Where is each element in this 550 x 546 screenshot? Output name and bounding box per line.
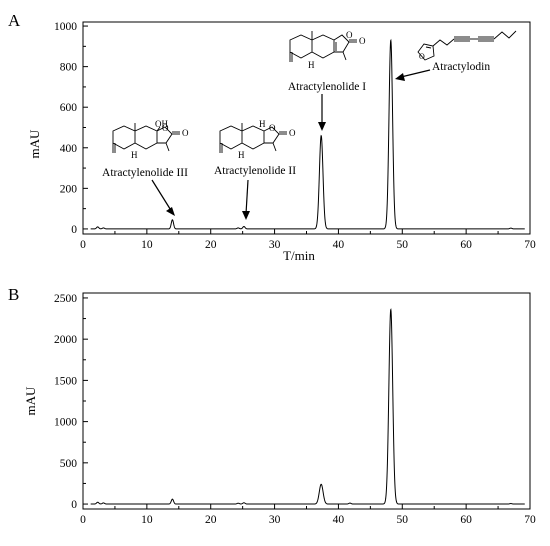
struct-ii-h-top: H — [259, 119, 266, 129]
y-tick-label-b: 500 — [60, 458, 78, 470]
label-atractylodin: Atractylodin — [432, 61, 490, 73]
struct-ii-o-carbonyl: O — [289, 128, 296, 138]
x-tick-label-a: 20 — [205, 239, 217, 251]
y-tick-label-b: 1500 — [54, 375, 77, 387]
y-tick-label-a: 200 — [60, 183, 78, 195]
y-tick-label-a: 600 — [60, 102, 78, 114]
trace-a — [90, 38, 525, 230]
arrow-atractylenolide-ii — [242, 179, 250, 220]
structure-atractylenolide-ii: H O O H — [219, 119, 296, 160]
x-tick-label-a: 70 — [524, 239, 536, 251]
structure-atractylenolide-iii: OH O O H — [112, 119, 189, 160]
y-tick-label-b: 2000 — [54, 334, 77, 346]
x-axis-title-a: T/min — [283, 248, 315, 263]
chart-panel-a: A mAU T/min 0 10 20 30 40 50 60 70 0 200 400 600 800… — [8, 11, 536, 263]
struct-ii-o: O — [269, 123, 276, 133]
label-atractylenolide-i: Atractylenolide I — [288, 81, 366, 93]
panel-label-a: A — [8, 11, 21, 30]
label-atractylenolide-ii: Atractylenolide II — [214, 165, 296, 177]
arrow-atractylenolide-i — [318, 94, 326, 131]
panel-label-b: B — [8, 285, 19, 304]
y-axis-title-b: mAU — [23, 386, 38, 416]
arrow-atractylenolide-iii — [151, 179, 175, 216]
y-tick-label-a: 0 — [71, 224, 77, 236]
struct-iii-h: H — [131, 150, 138, 160]
struct-i-h: H — [308, 60, 315, 70]
x-tick-label-b: 40 — [333, 514, 345, 526]
y-tick-label-a: 400 — [60, 143, 78, 155]
y-tick-label-a: 1000 — [54, 21, 77, 33]
structure-atractylodin: O — [417, 30, 517, 61]
label-atractylenolide-iii: Atractylenolide III — [102, 167, 188, 179]
struct-i-o-carbonyl: O — [359, 36, 366, 46]
x-tick-label-b: 20 — [205, 514, 217, 526]
x-tick-label-a: 0 — [80, 239, 86, 251]
chart-panel-b: B mAU 0 10 20 30 40 50 60 70 0 500 1000 1500 2000 250… — [8, 285, 536, 526]
arrow-atractylodin — [395, 69, 431, 81]
struct-i-o: O — [346, 30, 353, 40]
y-tick-label-b: 2500 — [54, 293, 77, 305]
struct-ii-h: H — [238, 150, 245, 160]
struct-iii-o-carbonyl: O — [182, 128, 189, 138]
struct-atractylodin-o: O — [419, 52, 425, 61]
x-tick-label-a: 60 — [460, 239, 472, 251]
x-tick-label-b: 60 — [460, 514, 472, 526]
y-tick-label-b: 0 — [71, 499, 77, 511]
y-axis-title-a: mAU — [27, 129, 42, 159]
struct-iii-oh: OH — [155, 119, 168, 129]
y-tick-label-b: 1000 — [54, 417, 77, 429]
x-tick-label-a: 40 — [333, 239, 345, 251]
x-tick-label-a: 10 — [141, 239, 153, 251]
struct-iii-o: O — [162, 123, 169, 133]
axes-b: 0 10 20 30 40 50 60 70 0 500 1000 1500 2000 2500 — [54, 292, 536, 526]
x-tick-label-a: 30 — [269, 239, 281, 251]
trace-b — [90, 308, 525, 505]
x-tick-label-b: 10 — [141, 514, 153, 526]
plot-frame-b — [82, 292, 531, 510]
structure-atractylenolide-i: O O H — [289, 30, 366, 70]
x-tick-label-b: 70 — [524, 514, 536, 526]
x-tick-label-b: 50 — [397, 514, 409, 526]
x-tick-label-b: 0 — [80, 514, 86, 526]
axes-a: 0 10 20 30 40 50 60 70 0 200 400 600 800 1000 — [54, 21, 536, 251]
x-tick-label-b: 30 — [269, 514, 281, 526]
x-tick-label-a: 50 — [397, 239, 409, 251]
y-tick-label-a: 800 — [60, 62, 78, 74]
